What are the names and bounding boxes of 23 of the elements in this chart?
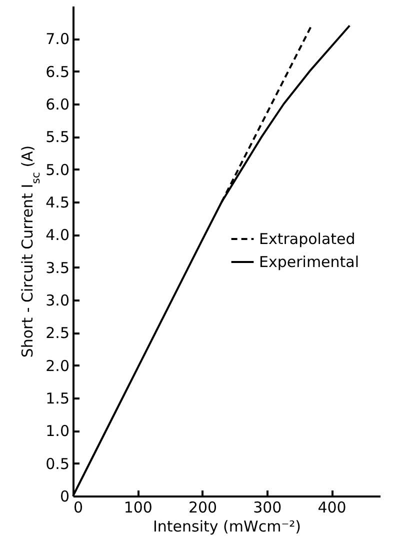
legend-label: Experimental <box>259 253 360 271</box>
y-tick-label: 0.5 <box>46 454 70 473</box>
y-tick-label: 4.0 <box>46 226 70 244</box>
x-tick-label: 0 <box>74 498 84 516</box>
x-tick-label: 300 <box>253 498 282 516</box>
x-tick-label: 400 <box>318 498 346 516</box>
x-axis-title: Intensity (mWcm⁻²) <box>153 518 301 536</box>
y-tick-label: 1.0 <box>46 422 70 440</box>
legend-label: Extrapolated <box>259 230 356 248</box>
y-tick-label: 2.5 <box>46 324 70 342</box>
y-tick-label: 7.0 <box>46 30 70 48</box>
y-tick-label: 1.5 <box>46 390 70 408</box>
y-tick-label: 2.0 <box>46 356 70 375</box>
y-tick-label: 5.0 <box>46 160 70 179</box>
y-tick-label: 6.5 <box>46 62 70 81</box>
y-tick-label: 4.5 <box>46 194 70 212</box>
y-tick-label: 3.5 <box>46 258 70 277</box>
y-tick-label: 0 <box>60 488 70 506</box>
y-tick-label: 5.5 <box>46 128 70 146</box>
x-tick-label: 100 <box>124 498 152 516</box>
x-tick-label: 200 <box>188 498 218 516</box>
y-tick-label: 3.0 <box>46 292 70 310</box>
y-tick-label: 6.0 <box>46 96 70 114</box>
